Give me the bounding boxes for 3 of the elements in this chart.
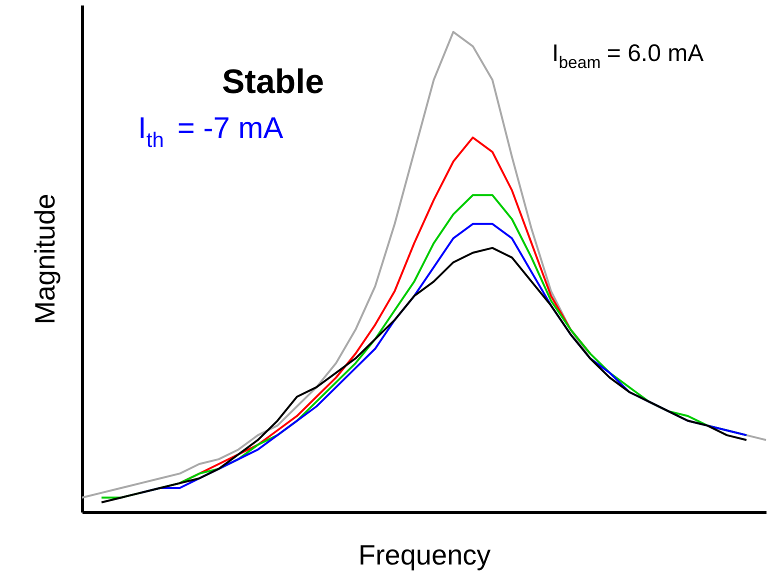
annotation: Stable — [222, 63, 324, 101]
x-axis-title: Frequency — [358, 540, 491, 570]
y-axis-title: Magnitude — [30, 194, 60, 324]
